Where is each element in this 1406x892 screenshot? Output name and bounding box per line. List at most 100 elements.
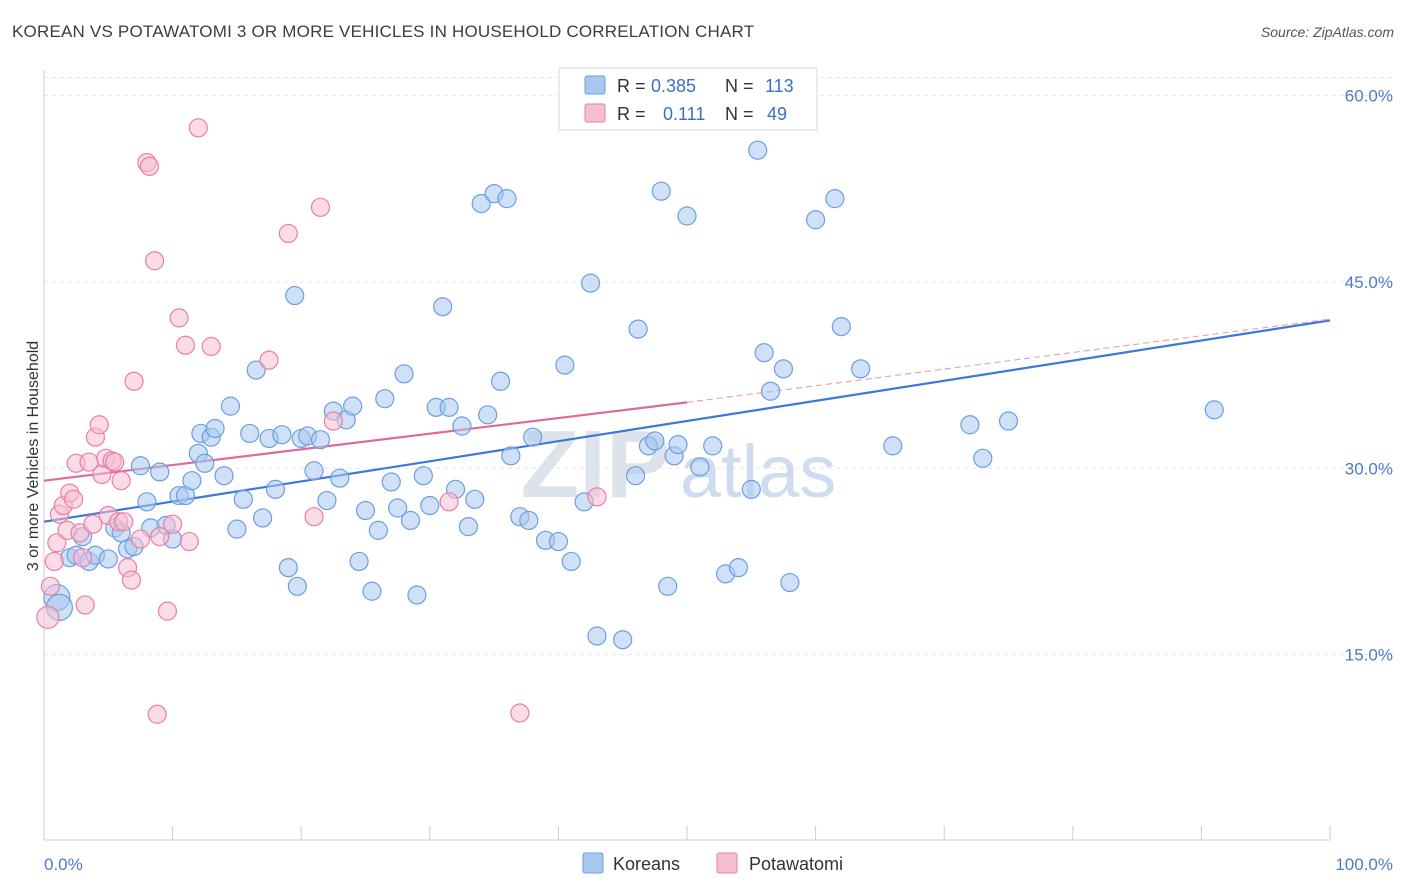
series-koreans-points (43, 140, 1224, 650)
korean-point-89 (658, 576, 678, 596)
potawatomi-point-26 (121, 570, 142, 590)
korean-point-109 (973, 448, 993, 468)
korean-point-30 (240, 423, 260, 444)
korean-point-83 (613, 630, 633, 650)
korean-point-91 (668, 435, 688, 455)
korean-point-38 (287, 576, 307, 596)
korean-point-106 (851, 359, 871, 379)
korean-point-98 (748, 140, 768, 160)
korean-point-87 (645, 431, 665, 451)
korean-point-41 (304, 461, 324, 481)
korean-point-81 (580, 273, 601, 293)
korean-point-7 (98, 549, 118, 569)
potawatomi-point-36 (169, 308, 189, 328)
potawatomi-point-45 (323, 411, 343, 431)
bottom-legend-label-koreans: Koreans (613, 854, 680, 874)
potawatomi-point-34 (157, 601, 178, 621)
trend-lines (43, 318, 1331, 523)
potawatomi-point-42 (278, 223, 298, 244)
korean-point-58 (413, 466, 433, 486)
korean-point-53 (381, 472, 401, 492)
potawatomi-point-43 (304, 507, 324, 527)
series-legend: Koreans Potawatomi (582, 852, 843, 874)
korean-point-62 (439, 397, 459, 417)
bottom-legend-label-potawatomi: Potawatomi (749, 854, 843, 874)
korean-point-57 (407, 585, 427, 605)
potawatomi-point-14 (83, 514, 103, 534)
korean-point-52 (375, 389, 395, 409)
korean-point-97 (741, 479, 761, 499)
korean-point-101 (773, 359, 794, 379)
korean-point-96 (728, 558, 749, 578)
potawatomi-point-3 (47, 533, 67, 553)
potawatomi-point-1 (40, 576, 61, 596)
potawatomi-point-0 (36, 605, 60, 629)
korean-point-104 (825, 189, 845, 209)
potawatomi-point-30 (139, 156, 160, 176)
korean-point-103 (805, 210, 826, 230)
korean-point-99 (754, 343, 774, 363)
korean-point-100 (760, 381, 781, 401)
korean-point-108 (960, 415, 980, 435)
korean-point-110 (998, 411, 1019, 431)
potawatomi-point-8 (63, 489, 84, 509)
potawatomi-point-44 (310, 197, 331, 217)
korean-point-102 (780, 572, 800, 593)
y-tick-label-3: 60.0% (1345, 87, 1393, 106)
korean-point-35 (272, 425, 292, 445)
x-tick-label-max: 100.0% (1335, 855, 1393, 874)
potawatomi-point-24 (114, 512, 134, 532)
korean-point-15 (150, 462, 170, 482)
korean-point-92 (677, 206, 697, 226)
series-potawatomi-points (36, 118, 607, 724)
legend-n-label-koreans: N = (725, 76, 754, 96)
korean-point-50 (362, 581, 382, 601)
axes (43, 70, 1331, 841)
x-tick-labels: 0.0% 100.0% (44, 855, 1393, 874)
korean-point-67 (471, 193, 491, 214)
korean-point-70 (490, 371, 511, 391)
potawatomi-point-16 (89, 415, 109, 435)
potawatomi-point-11 (72, 548, 93, 568)
stats-legend: R = 0.385 N = 113 R = 0.111 N = 49 (558, 67, 818, 131)
korean-point-85 (628, 319, 648, 339)
trend-line-koreans (43, 319, 1331, 523)
potawatomi-point-38 (179, 531, 199, 552)
korean-point-82 (587, 626, 607, 646)
potawatomi-point-47 (510, 703, 530, 723)
legend-n-value-potawatomi: 49 (767, 104, 787, 124)
chart-source: Source: ZipAtlas.com (1260, 24, 1394, 40)
potawatomi-point-41 (259, 350, 279, 370)
korean-point-32 (253, 508, 273, 528)
potawatomi-point-46 (439, 492, 459, 512)
legend-n-value-koreans: 113 (765, 76, 794, 96)
potawatomi-point-40 (201, 336, 221, 357)
watermark: ZIP atlas (521, 411, 837, 518)
y-tick-label-1: 30.0% (1345, 459, 1393, 478)
korean-point-27 (220, 396, 241, 416)
korean-point-93 (690, 457, 710, 477)
potawatomi-point-23 (111, 471, 131, 491)
potawatomi-point-31 (144, 251, 165, 271)
korean-point-20 (182, 471, 202, 491)
potawatomi-point-37 (175, 335, 196, 355)
legend-r-label-potawatomi: R = (617, 104, 646, 124)
potawatomi-point-12 (75, 595, 95, 615)
korean-point-25 (205, 418, 225, 439)
legend-r-label-koreans: R = (617, 76, 646, 96)
korean-point-107 (883, 436, 903, 456)
korean-point-13 (137, 492, 157, 512)
korean-point-12 (130, 456, 151, 476)
korean-point-68 (478, 405, 498, 425)
potawatomi-point-27 (124, 371, 144, 391)
korean-point-36 (278, 558, 298, 578)
korean-point-94 (703, 436, 723, 456)
potawatomi-point-33 (150, 526, 170, 547)
korean-point-37 (285, 285, 305, 306)
korean-point-79 (561, 551, 581, 572)
korean-point-43 (317, 490, 337, 511)
legend-r-value-koreans: 0.385 (651, 76, 696, 96)
y-tick-label-2: 45.0% (1345, 273, 1393, 292)
korean-point-56 (400, 510, 421, 531)
